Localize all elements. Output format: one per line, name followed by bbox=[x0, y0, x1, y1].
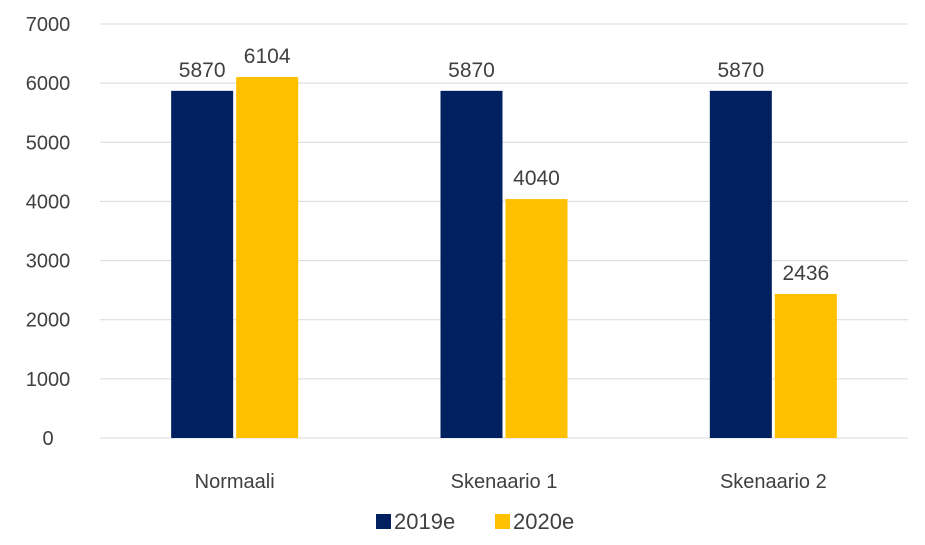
data-label: 5870 bbox=[448, 59, 495, 82]
data-label: 2436 bbox=[782, 262, 829, 285]
y-tick-label: 5000 bbox=[26, 132, 71, 154]
x-category-label: Skenaario 2 bbox=[720, 471, 827, 493]
data-label: 5870 bbox=[717, 59, 764, 82]
bar-2019e-skenaario-1 bbox=[440, 90, 503, 439]
data-label: 5870 bbox=[179, 59, 226, 82]
x-axis-categories: Normaali Skenaario 1 Skenaario 2 bbox=[195, 471, 827, 493]
y-axis-ticks: 0 1000 2000 3000 4000 5000 6000 7000 bbox=[26, 14, 71, 450]
legend-label: 2020e bbox=[513, 509, 574, 534]
y-tick-label: 4000 bbox=[26, 191, 71, 213]
y-tick-label: 1000 bbox=[26, 369, 71, 391]
bar-2019e-skenaario-2 bbox=[709, 90, 772, 439]
bar-2020e-skenaario-2 bbox=[774, 293, 837, 438]
x-category-label: Normaali bbox=[195, 471, 275, 493]
y-tick-label: 2000 bbox=[26, 310, 71, 332]
bar-2020e-normaali bbox=[236, 76, 299, 438]
data-labels: 5870 6104 5870 4040 5870 2436 bbox=[179, 45, 829, 285]
bar-2019e-normaali bbox=[171, 90, 234, 439]
legend-swatch-2019e bbox=[376, 514, 391, 529]
data-label: 6104 bbox=[244, 45, 291, 68]
gridlines bbox=[100, 23, 908, 439]
bar-2020e-skenaario-1 bbox=[505, 199, 568, 438]
legend: 2019e 2020e bbox=[376, 509, 574, 534]
x-category-label: Skenaario 1 bbox=[451, 471, 558, 493]
bars bbox=[171, 76, 837, 439]
legend-swatch-2020e bbox=[495, 514, 510, 529]
y-tick-label: 0 bbox=[42, 428, 53, 450]
y-tick-label: 7000 bbox=[26, 14, 71, 36]
y-tick-label: 6000 bbox=[26, 73, 71, 95]
data-label: 4040 bbox=[513, 167, 560, 190]
y-tick-label: 3000 bbox=[26, 251, 71, 273]
legend-label: 2019e bbox=[394, 509, 455, 534]
